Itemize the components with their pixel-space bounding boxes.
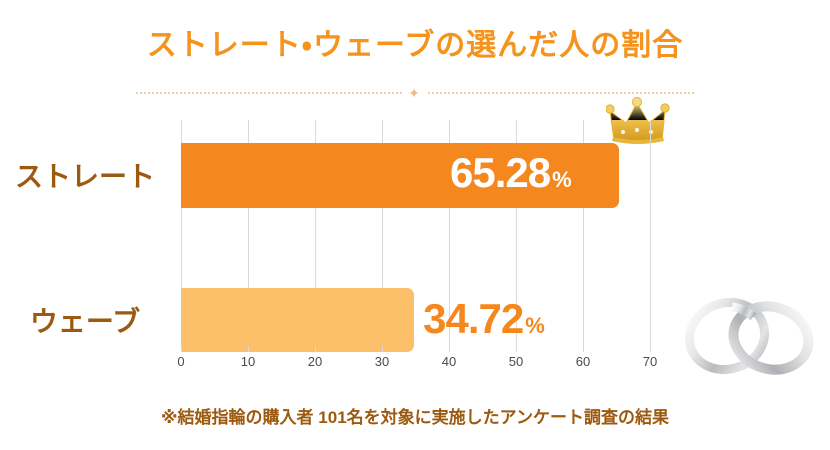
bar-wave xyxy=(181,288,415,352)
xtick-label-50: 50 xyxy=(508,354,524,369)
bar-value-straight-unit: % xyxy=(552,167,572,192)
page-title: ストレート・ウェーブの選んだ人の割合 xyxy=(146,29,684,62)
xtick-mark-60 xyxy=(583,346,584,352)
gridline-40 xyxy=(449,120,450,352)
xtick-label-40: 40 xyxy=(441,354,457,369)
xtick-label-60: 60 xyxy=(575,354,591,369)
bar-straight xyxy=(181,143,620,208)
crown-icon xyxy=(605,97,680,145)
gridline-20 xyxy=(315,120,316,352)
gridline-60 xyxy=(583,120,584,352)
wedding-rings-icon xyxy=(678,282,824,382)
xtick-mark-10 xyxy=(248,346,249,352)
footnote-text: ※結婚指輪の購入者 101名を対象に実施したアンケート調査の結果 xyxy=(161,408,669,427)
x-axis: 0 10 20 30 40 50 60 70 xyxy=(177,346,657,372)
xtick-mark-20 xyxy=(315,346,316,352)
decorative-divider: ✦ xyxy=(135,86,695,100)
xtick-label-30: 30 xyxy=(374,354,390,369)
xtick-label-20: 20 xyxy=(307,354,323,369)
bar-value-straight-number: 65.28 xyxy=(450,149,551,196)
gridline-70 xyxy=(650,120,651,352)
bar-value-wave: 34.72% xyxy=(423,298,545,340)
xtick-mark-50 xyxy=(516,346,517,352)
bar-label-straight: ストレート xyxy=(14,161,155,192)
divider-dots-left xyxy=(135,92,403,94)
xtick-mark-30 xyxy=(382,346,383,352)
divider-dots-right xyxy=(427,92,695,94)
xtick-label-10: 10 xyxy=(240,354,256,369)
bar-value-wave-unit: % xyxy=(525,313,545,338)
divider-ornament-icon: ✦ xyxy=(408,85,420,101)
gridline-30 xyxy=(382,120,383,352)
xtick-mark-40 xyxy=(449,346,450,352)
gridline-0 xyxy=(181,120,182,352)
bar-value-straight: 65.28% xyxy=(450,152,572,194)
bar-value-wave-number: 34.72 xyxy=(423,295,524,342)
xtick-mark-70 xyxy=(650,346,651,352)
bar-label-wave: ウェーブ xyxy=(29,306,141,337)
gridline-50 xyxy=(516,120,517,352)
plot-area xyxy=(181,120,651,352)
xtick-label-0: 0 xyxy=(177,354,185,369)
xtick-label-70: 70 xyxy=(642,354,658,369)
gridline-10 xyxy=(248,120,249,352)
xtick-mark-0 xyxy=(181,346,182,352)
